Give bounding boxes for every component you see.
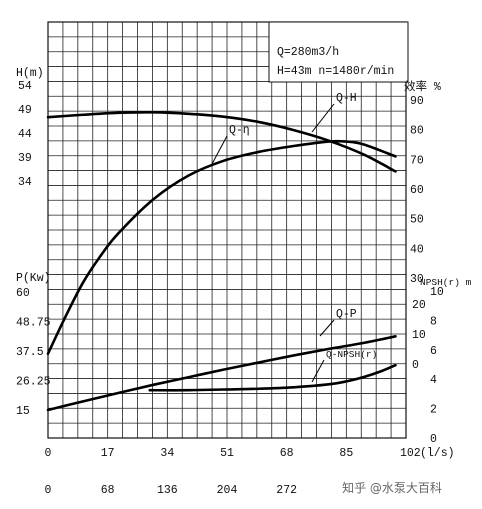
npsh-tick-label: 4: [430, 374, 437, 387]
head-tick-label: 49: [18, 104, 32, 117]
head-tick-label: 54: [18, 80, 32, 93]
curve-q: [46, 139, 397, 355]
npsh-tick-label: 6: [430, 345, 437, 358]
x-secondary-tick-label: 68: [101, 484, 115, 497]
head-tick-label: 39: [18, 152, 32, 165]
x-tick-label: 17: [101, 447, 115, 460]
power-tick-label: 60: [16, 287, 30, 300]
efficiency-tick-label: 50: [410, 214, 424, 227]
head-tick-label: 44: [18, 128, 32, 141]
power-axis-title: P(Kw): [16, 272, 51, 285]
npsh-tick-label: 10: [430, 286, 444, 299]
curve-leader-qh: [311, 103, 335, 133]
npsh-tick-label: 8: [430, 315, 437, 328]
curve-qp: [46, 335, 397, 412]
npsh-axis-title: NPSH(r) m: [420, 277, 472, 288]
info-box-line-2: H=43m n=1480r/min: [277, 65, 394, 78]
npsh-tick-label: 0: [430, 433, 437, 446]
curve-leader-qnpshr: [311, 359, 325, 383]
chart-grid: [47, 21, 407, 439]
info-box: [268, 21, 409, 83]
efficiency-tick-label: 40: [410, 243, 424, 256]
curve-label-qnpshr: Q-NPSH(r): [326, 349, 377, 360]
power-tick-label: 15: [16, 405, 30, 418]
head-axis-title: H(m): [16, 67, 44, 80]
x-tick-label: 102: [400, 447, 421, 460]
npsh-extra-tick-label: 20: [412, 299, 426, 312]
info-box-line-1: Q=280m3/h: [277, 46, 339, 59]
x-tick-label: 51: [220, 447, 234, 460]
curve-qh: [46, 111, 397, 173]
efficiency-tick-label: 90: [410, 95, 424, 108]
curves: Q-H Q-η Q-P Q-NPSH(r): [46, 92, 397, 412]
x-secondary-tick-label: 0: [45, 484, 52, 497]
curve-qnpshr: [148, 363, 397, 392]
x-secondary-tick-label: 136: [157, 484, 178, 497]
npsh-tick-label: 2: [430, 404, 437, 417]
efficiency-axis-title: 效率 %: [404, 79, 441, 94]
power-tick-label: 37.5: [16, 346, 44, 359]
curve-label-q: Q-η: [229, 124, 250, 137]
curve-leader-qp: [319, 319, 335, 337]
plot-frame: [47, 21, 407, 439]
curve-leader-q: [211, 135, 228, 165]
x-tick-label: 68: [280, 447, 294, 460]
power-tick-label: 26.25: [16, 376, 51, 389]
x-secondary-tick-label: 272: [276, 484, 297, 497]
efficiency-tick-label: 30: [410, 273, 424, 286]
npsh-extra-tick-label: 10: [412, 329, 426, 342]
x-tick-label: 0: [45, 447, 52, 460]
efficiency-tick-label: 70: [410, 154, 424, 167]
efficiency-tick-label: 80: [410, 125, 424, 138]
power-tick-label: 48.75: [16, 317, 51, 330]
head-tick-label: 34: [18, 176, 32, 189]
curve-label-qh: Q-H: [336, 92, 357, 105]
curve-label-qp: Q-P: [336, 308, 357, 321]
x-axis-unit: (l/s): [420, 447, 455, 460]
efficiency-tick-label: 60: [410, 184, 424, 197]
x-tick-label: 85: [339, 447, 353, 460]
x-tick-label: 34: [160, 447, 174, 460]
watermark: 知乎 @水泵大百科: [342, 481, 442, 495]
x-secondary-tick-label: 204: [217, 484, 238, 497]
npsh-extra-tick-label: 0: [412, 359, 419, 372]
